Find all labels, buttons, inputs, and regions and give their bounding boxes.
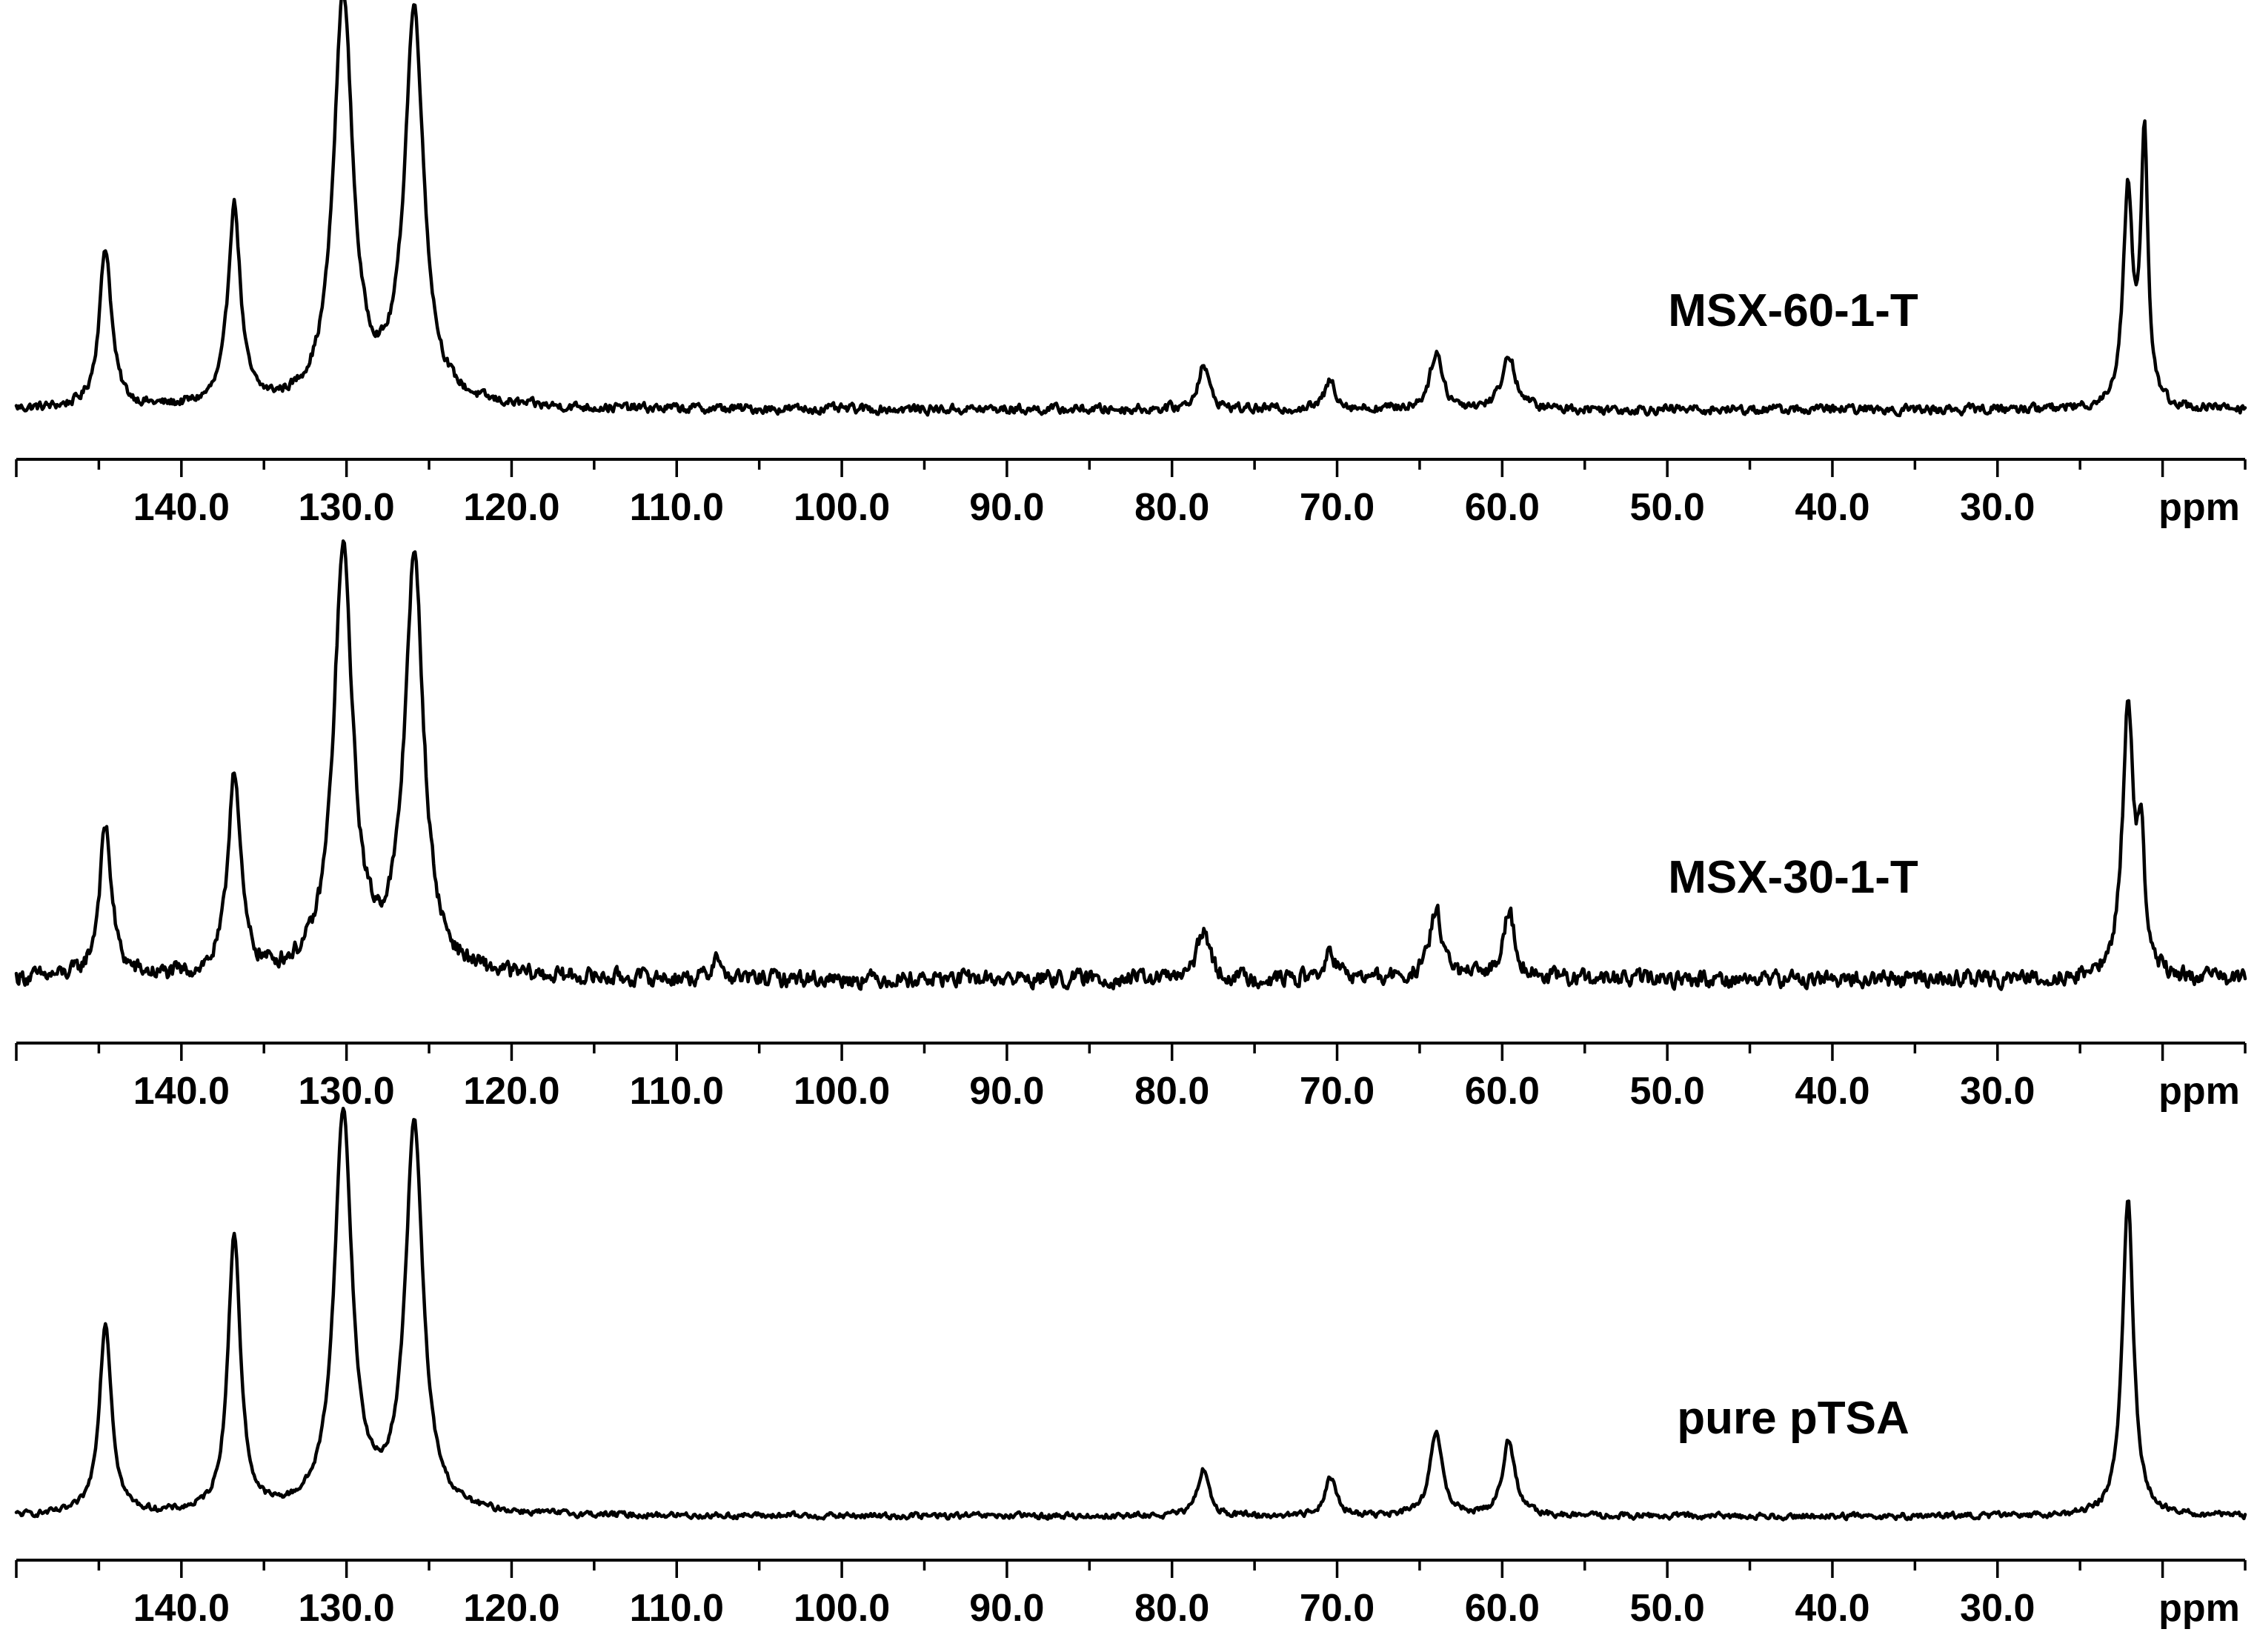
x-tick-label: 60.0 bbox=[1465, 1070, 1540, 1113]
x-tick-label: 130.0 bbox=[299, 486, 395, 529]
x-tick-label: 100.0 bbox=[794, 1587, 890, 1630]
x-tick-label: 120.0 bbox=[463, 1587, 559, 1630]
x-tick-label: 140.0 bbox=[133, 1070, 230, 1113]
x-tick-label: 40.0 bbox=[1795, 1587, 1869, 1630]
x-tick-label: 50.0 bbox=[1630, 1070, 1705, 1113]
x-axis-unit-label: ppm bbox=[2158, 1070, 2240, 1113]
x-tick-label: 30.0 bbox=[1960, 1587, 2035, 1630]
x-tick-label: 50.0 bbox=[1630, 1587, 1705, 1630]
x-tick-label: 130.0 bbox=[299, 1587, 395, 1630]
x-tick-label: 90.0 bbox=[969, 1070, 1044, 1113]
x-tick-label: 120.0 bbox=[463, 1070, 559, 1113]
x-tick-label: 30.0 bbox=[1960, 486, 2035, 529]
x-tick-label: 140.0 bbox=[133, 486, 230, 529]
x-tick-label: 140.0 bbox=[133, 1587, 230, 1630]
x-tick-label: 100.0 bbox=[794, 1070, 890, 1113]
x-tick-label: 120.0 bbox=[463, 486, 559, 529]
x-tick-label: 100.0 bbox=[794, 486, 890, 529]
x-tick-label: 80.0 bbox=[1134, 486, 1209, 529]
x-tick-label: 50.0 bbox=[1630, 486, 1705, 529]
sample-label: MSX-30-1-T bbox=[1668, 852, 1918, 903]
x-tick-label: 60.0 bbox=[1465, 486, 1540, 529]
x-tick-label: 70.0 bbox=[1300, 1070, 1375, 1113]
spectrum-line bbox=[14, 1106, 2247, 1522]
x-tick-label: 130.0 bbox=[299, 1070, 395, 1113]
x-tick-label: 70.0 bbox=[1300, 486, 1375, 529]
spectrum-panel-msx-30-1-t: 140.0 130.0 120.0 110.0 100.0 90.0 80.0 70.0 60.… bbox=[14, 539, 2247, 1113]
x-tick-label: 90.0 bbox=[969, 486, 1044, 529]
x-tick-label: 40.0 bbox=[1795, 486, 1869, 529]
x-tick-label: 70.0 bbox=[1300, 1587, 1375, 1630]
x-tick-label: 40.0 bbox=[1795, 1070, 1869, 1113]
x-tick-label: 90.0 bbox=[969, 1587, 1044, 1630]
x-axis-ticks: 140.0 130.0 120.0 110.0 100.0 90.0 80.0 70.0 60.… bbox=[15, 459, 2247, 529]
x-tick-label: 110.0 bbox=[630, 1070, 724, 1113]
x-tick-label: 80.0 bbox=[1134, 1587, 1209, 1630]
x-axis-ticks: 140.0 130.0 120.0 110.0 100.0 90.0 80.0 70.0 60.… bbox=[15, 1043, 2247, 1113]
x-tick-label: 110.0 bbox=[630, 486, 724, 529]
spectrum-line bbox=[14, 0, 2247, 418]
spectrum-line bbox=[14, 539, 2247, 991]
spectrum-panel-pure-ptsa: 140.0 130.0 120.0 110.0 100.0 90.0 80.0 70.0 60.… bbox=[14, 1106, 2247, 1630]
x-tick-label: 80.0 bbox=[1134, 1070, 1209, 1113]
sample-label: MSX-60-1-T bbox=[1668, 285, 1918, 336]
x-tick-label: 60.0 bbox=[1465, 1587, 1540, 1630]
sample-label: pure pTSA bbox=[1677, 1393, 1909, 1444]
x-axis-unit-label: ppm bbox=[2158, 486, 2240, 529]
x-axis-ticks: 140.0 130.0 120.0 110.0 100.0 90.0 80.0 70.0 60.… bbox=[15, 1560, 2247, 1630]
x-axis-unit-label: ppm bbox=[2158, 1587, 2240, 1630]
x-tick-label: 110.0 bbox=[630, 1587, 724, 1630]
spectrum-panel-msx-60-1-t: 140.0 130.0 120.0 110.0 100.0 90.0 80.0 70.0 60.… bbox=[14, 0, 2247, 529]
x-tick-label: 30.0 bbox=[1960, 1070, 2035, 1113]
